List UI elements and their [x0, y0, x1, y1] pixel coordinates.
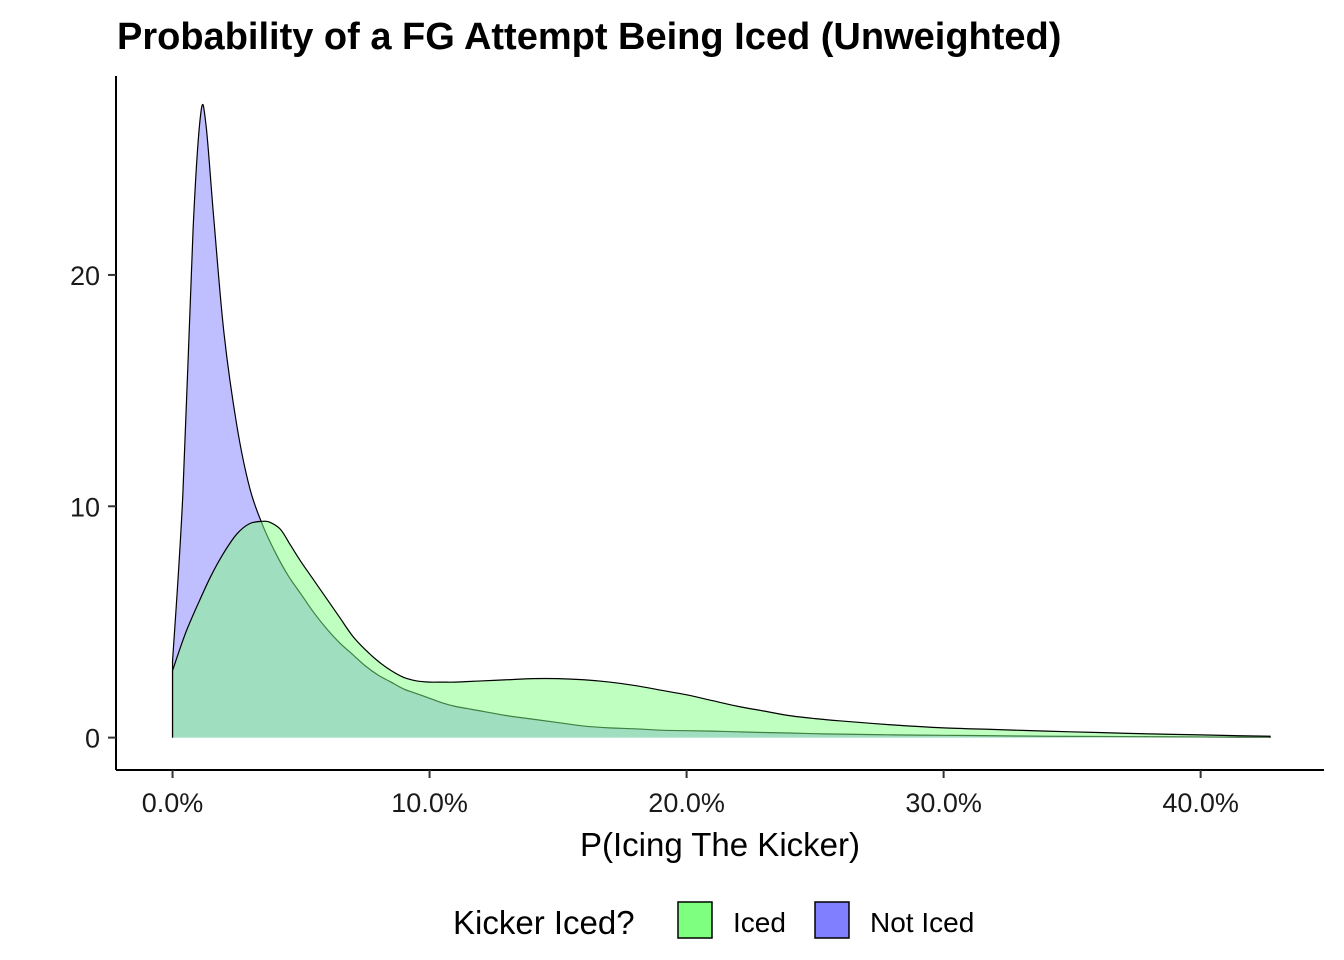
- legend-label-not-iced: Not Iced: [870, 907, 974, 938]
- legend-swatch-iced: [677, 901, 713, 939]
- y-axis-ticks: 0 10 20: [70, 261, 116, 754]
- chart-title: Probability of a FG Attempt Being Iced (…: [117, 16, 1061, 58]
- x-axis-ticks: 0.0% 10.0% 20.0% 30.0% 40.0%: [142, 770, 1239, 818]
- x-tick-label: 0.0%: [142, 788, 204, 818]
- x-tick-label: 30.0%: [905, 788, 982, 818]
- x-tick-label: 10.0%: [391, 788, 468, 818]
- legend-title: Kicker Iced?: [453, 904, 635, 941]
- legend-swatch-not-iced: [814, 901, 850, 939]
- plot-areas: [171, 103, 1271, 738]
- legend: Kicker Iced? Iced Not Iced: [453, 901, 974, 941]
- density-outline-iced: [171, 520, 1271, 738]
- x-tick-label: 40.0%: [1162, 788, 1239, 818]
- density-area-iced: [172, 521, 1271, 738]
- y-tick-label: 20: [70, 261, 100, 291]
- x-tick-label: 20.0%: [648, 788, 725, 818]
- y-tick-label: 0: [85, 724, 100, 754]
- x-axis-title: P(Icing The Kicker): [580, 826, 860, 863]
- legend-label-iced: Iced: [733, 907, 786, 938]
- y-tick-label: 10: [70, 492, 100, 522]
